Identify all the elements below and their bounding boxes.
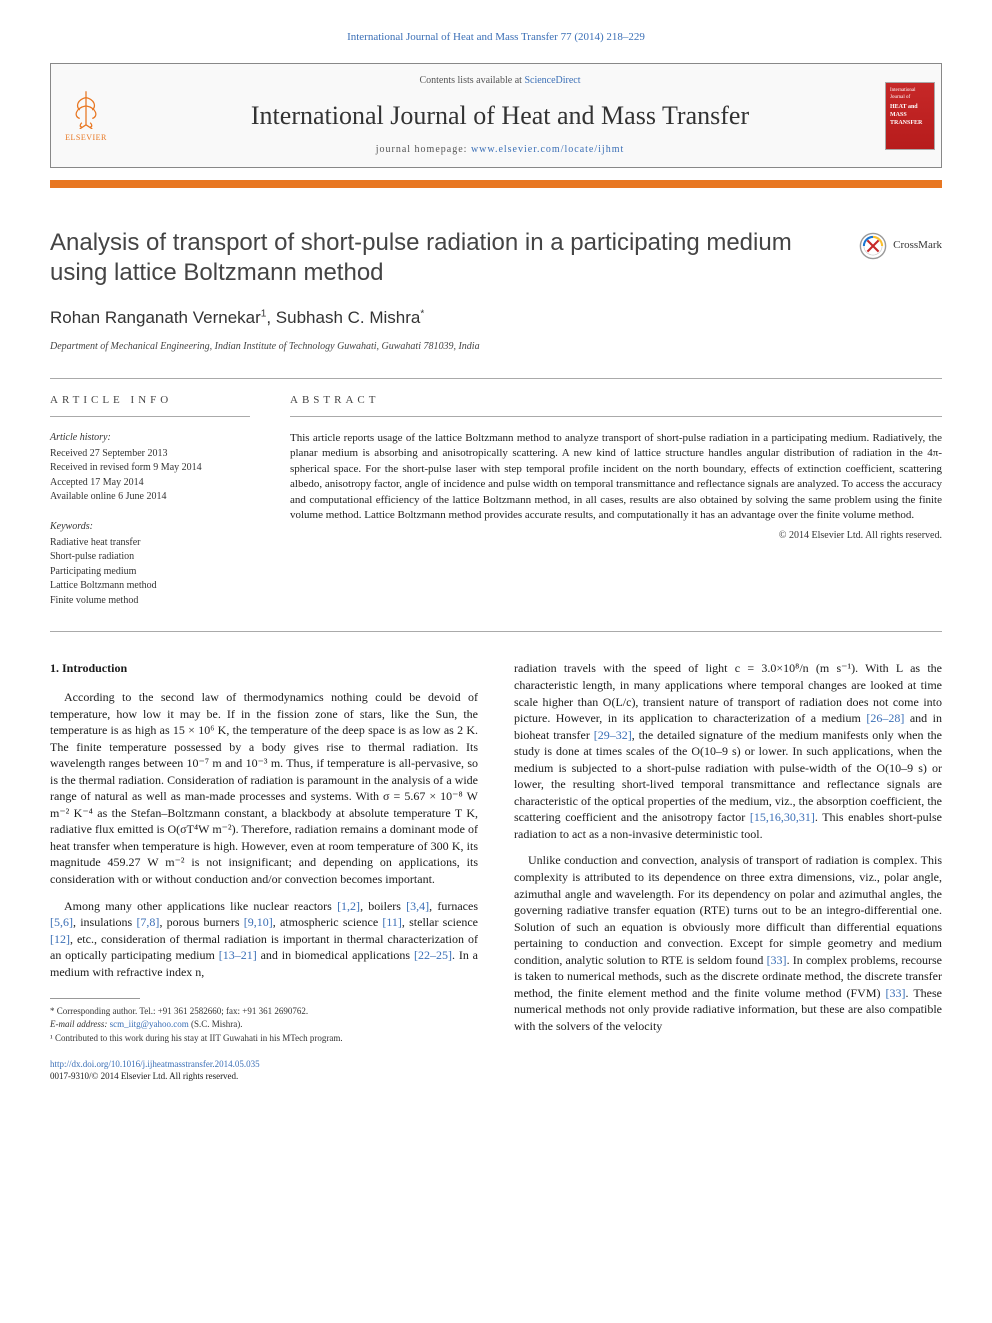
body-paragraph: Unlike conduction and convection, analys…	[514, 852, 942, 1034]
journal-name: International Journal of Heat and Mass T…	[131, 98, 869, 134]
text-run: , stellar science	[402, 915, 478, 929]
email-tail: (S.C. Mishra).	[189, 1019, 243, 1029]
orange-accent-bar	[50, 180, 942, 188]
history-line: Accepted 17 May 2014	[50, 476, 250, 490]
homepage-prefix: journal homepage:	[376, 144, 471, 155]
history-line: Available online 6 June 2014	[50, 490, 250, 504]
journal-header-box: ELSEVIER Contents lists available at Sci…	[50, 63, 942, 167]
elsevier-logo: ELSEVIER	[51, 64, 121, 166]
intro-heading: 1. Introduction	[50, 660, 478, 677]
ref-link[interactable]: [3,4]	[406, 899, 429, 913]
issn-copyright: 0017-9310/© 2014 Elsevier Ltd. All right…	[50, 1070, 478, 1082]
abstract-text: This article reports usage of the lattic…	[290, 431, 942, 523]
cover-text-line2b: TRANSFER	[890, 119, 930, 127]
ref-link[interactable]: [26–28]	[866, 711, 904, 725]
ref-link[interactable]: [33]	[886, 986, 906, 1000]
abstract-label: abstract	[290, 393, 942, 408]
text-run: , atmospheric science	[273, 915, 383, 929]
footnote-separator	[50, 998, 140, 999]
journal-homepage-line: journal homepage: www.elsevier.com/locat…	[131, 143, 869, 157]
author-1-name: Rohan Ranganath Vernekar	[50, 308, 261, 327]
keyword: Short-pulse radiation	[50, 550, 250, 564]
author-2-sup: *	[420, 308, 424, 319]
text-run: Among many other applications like nucle…	[64, 899, 337, 913]
ref-link[interactable]: [29–32]	[594, 728, 632, 742]
text-run: and in biomedical applications	[257, 948, 414, 962]
text-run: , furnaces	[429, 899, 478, 913]
crossmark-badge[interactable]: CrossMark	[859, 232, 942, 260]
sciencedirect-link[interactable]: ScienceDirect	[524, 75, 580, 86]
text-run: Unlike conduction and convection, analys…	[514, 853, 942, 966]
article-title: Analysis of transport of short-pulse rad…	[50, 228, 839, 288]
authors-line: Rohan Ranganath Vernekar1, Subhash C. Mi…	[50, 306, 942, 330]
body-paragraph: Among many other applications like nucle…	[50, 898, 478, 981]
keywords-heading: Keywords:	[50, 520, 250, 534]
author-sep: ,	[266, 308, 275, 327]
ref-link[interactable]: [12]	[50, 932, 70, 946]
ref-link[interactable]: [13–21]	[219, 948, 257, 962]
author-2-name: Subhash C. Mishra	[276, 308, 421, 327]
ref-link[interactable]: [9,10]	[244, 915, 273, 929]
journal-homepage-link[interactable]: www.elsevier.com/locate/ijhmt	[471, 144, 624, 155]
divider	[50, 416, 250, 417]
text-run: , boilers	[360, 899, 406, 913]
email-label: E-mail address:	[50, 1019, 107, 1029]
keyword: Participating medium	[50, 565, 250, 579]
journal-cover-thumb: International Journal of HEAT and MASS T…	[879, 64, 941, 166]
cover-text-line1: International Journal of	[890, 87, 930, 101]
author-note-1: ¹ Contributed to this work during his st…	[50, 1032, 478, 1044]
ref-link[interactable]: [1,2]	[337, 899, 360, 913]
keyword: Radiative heat transfer	[50, 536, 250, 550]
body-column-left: 1. Introduction According to the second …	[50, 660, 478, 1082]
affiliation: Department of Mechanical Engineering, In…	[50, 340, 942, 354]
crossmark-label: CrossMark	[893, 238, 942, 253]
history-line: Received 27 September 2013	[50, 447, 250, 461]
ref-link[interactable]: [5,6]	[50, 915, 73, 929]
history-heading: Article history:	[50, 431, 250, 445]
doi-link[interactable]: http://dx.doi.org/10.1016/j.ijheatmasstr…	[50, 1059, 260, 1069]
crossmark-icon	[859, 232, 887, 260]
copyright-line: © 2014 Elsevier Ltd. All rights reserved…	[290, 529, 942, 543]
email-link[interactable]: scm_iitg@yahoo.com	[110, 1019, 189, 1029]
elsevier-tree-icon	[65, 87, 107, 129]
history-line: Received in revised form 9 May 2014	[50, 461, 250, 475]
cover-text-line2a: HEAT and MASS	[890, 103, 930, 120]
keyword: Finite volume method	[50, 594, 250, 608]
ref-link[interactable]: [11]	[382, 915, 402, 929]
corresponding-author-note: * Corresponding author. Tel.: +91 361 25…	[50, 1005, 478, 1017]
article-info-label: article info	[50, 393, 250, 408]
elsevier-label: ELSEVIER	[65, 132, 107, 143]
doi-block: http://dx.doi.org/10.1016/j.ijheatmasstr…	[50, 1058, 478, 1082]
ref-link[interactable]: [7,8]	[136, 915, 159, 929]
divider-top	[50, 378, 942, 379]
ref-link[interactable]: [22–25]	[414, 948, 452, 962]
top-citation: International Journal of Heat and Mass T…	[50, 30, 942, 45]
text-run: , porous burners	[159, 915, 243, 929]
body-paragraph: radiation travels with the speed of ligh…	[514, 660, 942, 842]
divider-mid	[50, 631, 942, 632]
keyword: Lattice Boltzmann method	[50, 579, 250, 593]
ref-link[interactable]: [15,16,30,31]	[750, 810, 815, 824]
divider	[290, 416, 942, 417]
footnotes: * Corresponding author. Tel.: +91 361 25…	[50, 1005, 478, 1043]
article-info-column: article info Article history: Received 2…	[50, 393, 250, 624]
body-paragraph: According to the second law of thermodyn…	[50, 689, 478, 888]
ref-link[interactable]: [33]	[767, 953, 787, 967]
abstract-column: abstract This article reports usage of t…	[290, 393, 942, 624]
contents-available-line: Contents lists available at ScienceDirec…	[131, 74, 869, 88]
text-run: , insulations	[73, 915, 136, 929]
contents-prefix: Contents lists available at	[419, 75, 524, 86]
body-column-right: radiation travels with the speed of ligh…	[514, 660, 942, 1082]
